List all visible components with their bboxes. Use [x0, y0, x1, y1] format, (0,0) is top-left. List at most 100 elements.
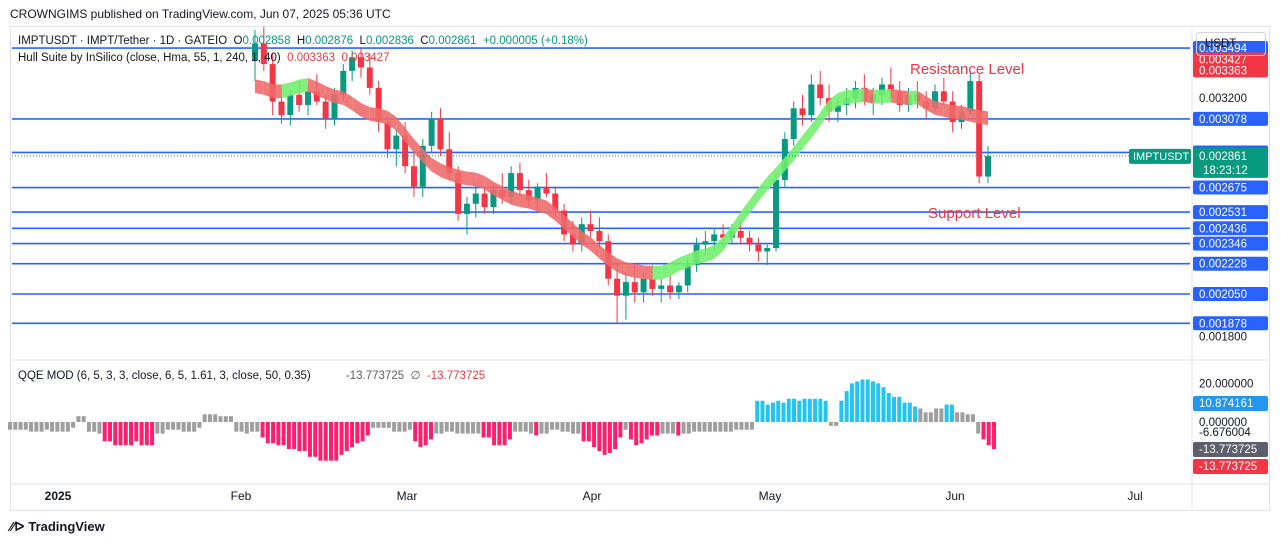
hull-band-segment [678, 254, 688, 272]
qqe-bar [392, 422, 397, 432]
candle-body [516, 173, 523, 191]
qqe-bar [671, 422, 676, 434]
qqe-price-tag-bg [1193, 459, 1268, 474]
qqe-bar [913, 406, 918, 422]
tradingview-footer: ⁄⁄ᐅ TradingView [10, 519, 105, 535]
hull-band-segment [811, 112, 821, 139]
hull-value-1: 0.003363 [287, 52, 336, 64]
currency-selector[interactable]: USDT [1196, 32, 1266, 56]
hull-band-segment [502, 186, 512, 205]
qqe-bar [281, 422, 286, 446]
hull-band-segment [299, 78, 308, 94]
qqe-bar [581, 422, 586, 442]
qqe-bar [197, 422, 202, 428]
hull-band-segment [493, 181, 503, 200]
hull-band-segment [387, 110, 397, 131]
qqe-bar [123, 422, 128, 446]
qqe-bar [76, 416, 81, 422]
qqe-bar [44, 422, 49, 430]
qqe-bar [992, 422, 996, 450]
qqe-bar [55, 422, 60, 432]
qqe-bar [271, 422, 276, 444]
qqe-bar [413, 422, 418, 442]
hull-band-segment [352, 96, 361, 117]
qqe-bar [129, 422, 134, 446]
qqe-na-symbol: ∅ [410, 370, 421, 382]
qqe-bar [813, 398, 818, 422]
candle-body [349, 57, 356, 71]
low-label: L [359, 35, 366, 47]
qqe-bar [213, 414, 218, 422]
qqe-bar [255, 422, 260, 432]
candle-body [296, 94, 303, 105]
time-axis-label: Mar [397, 489, 418, 503]
chart-frame [10, 26, 1270, 511]
low-value: 0.002836 [365, 35, 414, 47]
qqe-bar [755, 400, 760, 422]
candle-body [357, 57, 364, 68]
qqe-bar [892, 396, 897, 422]
qqe-bar [18, 422, 23, 430]
qqe-bar [386, 422, 391, 428]
qqe-bar [60, 422, 65, 432]
candle-body [543, 186, 550, 194]
qqe-bar [207, 414, 212, 422]
qqe-bar [849, 383, 854, 422]
qqe-bar [250, 422, 255, 432]
symbol-info[interactable]: IMPTUSDT · IMPT/Tether · 1D · GATEIO [18, 35, 228, 47]
level-price-tag: 0.002228 [1199, 259, 1247, 271]
hull-band-segment [281, 82, 291, 99]
qqe-bar [486, 422, 491, 438]
candle-body [552, 193, 559, 211]
candle-body [640, 278, 647, 293]
hull-band-segment [449, 166, 459, 184]
qqe-bar [97, 422, 102, 434]
candle-body [649, 278, 656, 289]
hull-band-segment [837, 90, 847, 107]
qqe-bar [223, 416, 228, 422]
qqe-bar [339, 422, 344, 455]
qqe-bar [397, 422, 402, 432]
time-axis-label: Jul [1127, 489, 1142, 503]
qqe-bar [665, 422, 670, 434]
qqe-bar [428, 422, 433, 440]
hull-band-segment [714, 237, 724, 259]
qqe-indicator-name[interactable]: QQE MOD (6, 5, 3, 3, close, 6, 5, 1.61, … [18, 370, 311, 382]
hull-band-segment [634, 263, 644, 280]
qqe-bar [918, 408, 923, 422]
qqe-bar [981, 422, 986, 440]
qqe-bar [807, 398, 812, 422]
qqe-bar [749, 422, 754, 430]
hull-band-segment [290, 79, 300, 97]
qqe-bar [139, 422, 144, 446]
qqe-bar [607, 422, 612, 453]
qqe-bar [439, 422, 444, 434]
candle-body [534, 186, 541, 201]
hull-value-2: 0.003427 [341, 52, 390, 64]
hull-band-segment [255, 79, 264, 95]
qqe-bar [286, 422, 291, 450]
qqe-bar [934, 408, 939, 422]
qqe-bar [50, 422, 55, 432]
symbol-tag-bg [1129, 148, 1191, 164]
qqe-bar [597, 422, 602, 451]
qqe-bar [65, 422, 70, 432]
qqe-bar [571, 422, 576, 434]
hull-band-segment [405, 127, 414, 153]
qqe-tick-label: 0.000000 [1199, 417, 1247, 429]
candle-body [587, 224, 594, 231]
hull-indicator-name[interactable]: Hull Suite by InSilico (close, Hma, 55, … [18, 52, 281, 64]
qqe-bar [297, 422, 302, 451]
hull-band-segment [890, 88, 900, 104]
candle-body [463, 203, 470, 214]
qqe-bar [986, 422, 991, 446]
level-price-tag-bg [1193, 180, 1268, 195]
qqe-bar [92, 422, 97, 432]
last-price-tag-bg [1193, 147, 1268, 178]
hull-band-segment [705, 245, 715, 263]
candle-body [252, 43, 258, 61]
hull-band-segment [396, 116, 406, 142]
hull-band-segment [413, 139, 423, 163]
qqe-bar [744, 422, 749, 430]
